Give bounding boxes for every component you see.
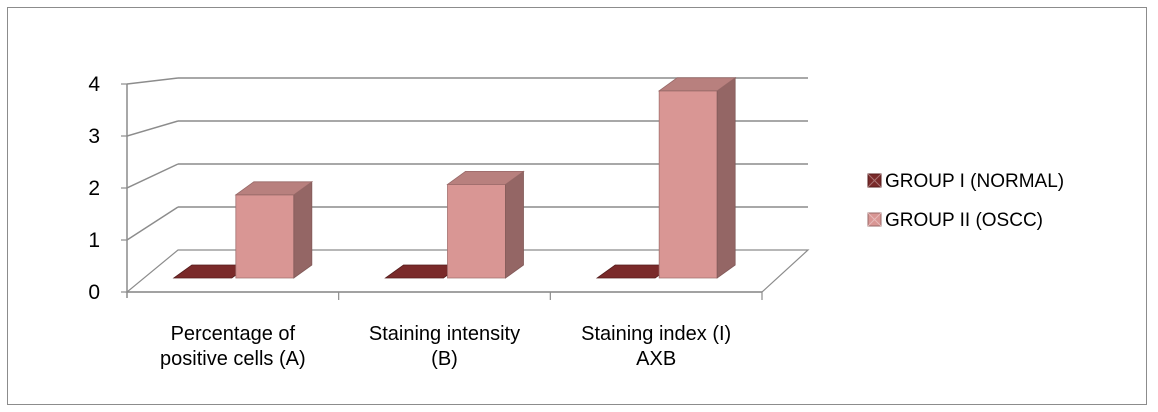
bar bbox=[657, 77, 737, 279]
bar-side bbox=[293, 181, 313, 279]
category-label: Staining index (I) AXB bbox=[581, 323, 731, 370]
bar-front bbox=[658, 90, 718, 279]
category-label: Percentage of positive cells (A) bbox=[160, 323, 306, 370]
bar-front bbox=[235, 194, 295, 279]
bar-front bbox=[447, 183, 506, 279]
y-tick-label: 3 bbox=[88, 125, 100, 148]
gridline-side bbox=[126, 120, 179, 137]
bar-top bbox=[234, 181, 314, 196]
legend: GROUP I (NORMAL) GROUP II (OSCC) bbox=[867, 171, 1064, 231]
y-tick-label: 4 bbox=[88, 73, 100, 96]
bar bbox=[234, 181, 314, 279]
legend-label: GROUP I (NORMAL) bbox=[885, 171, 1064, 192]
bar-side bbox=[716, 77, 736, 279]
y-tick-label: 1 bbox=[88, 229, 100, 252]
chart-frame bbox=[7, 7, 1147, 405]
legend-swatch-mark bbox=[867, 173, 882, 188]
legend-swatch-mark bbox=[867, 212, 882, 227]
bar bbox=[446, 170, 525, 279]
gridline-side bbox=[126, 206, 179, 241]
category-label: Staining intensity (B) bbox=[369, 323, 520, 370]
gridline-side bbox=[126, 77, 179, 85]
y-tick-label: 0 bbox=[88, 281, 100, 304]
bar-side bbox=[505, 170, 524, 279]
legend-label: GROUP II (OSCC) bbox=[885, 210, 1043, 231]
bar-top bbox=[446, 170, 525, 185]
y-tick-label: 2 bbox=[88, 177, 100, 200]
bar-top bbox=[657, 77, 737, 92]
gridline-side bbox=[126, 163, 179, 189]
